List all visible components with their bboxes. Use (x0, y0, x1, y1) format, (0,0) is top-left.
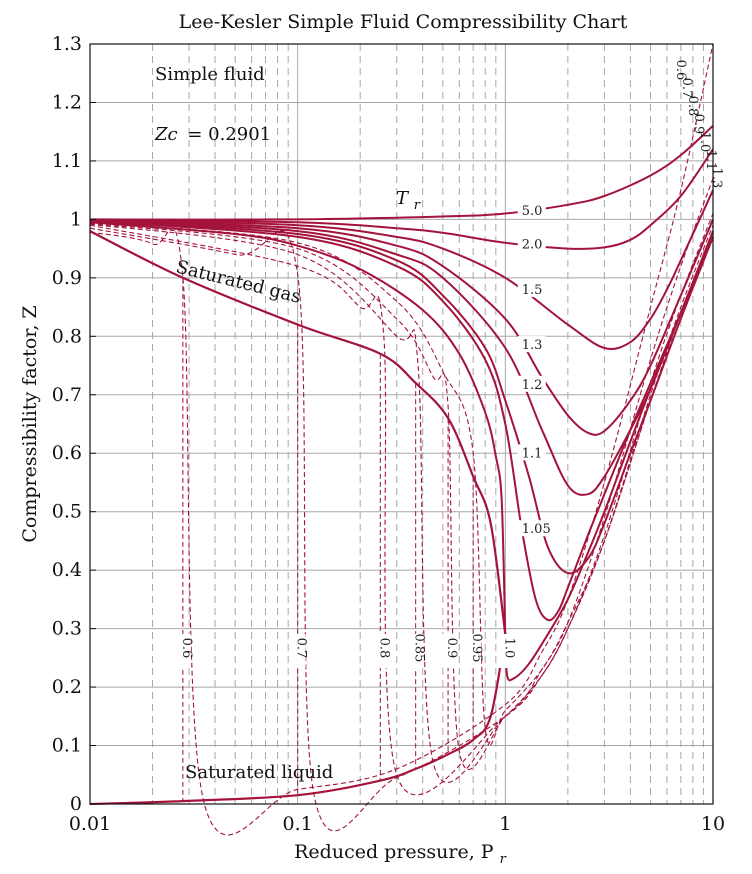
tie-line-label: 1.0 (501, 638, 516, 659)
isotherm-label-bg (517, 520, 546, 537)
tr-annotation: T r (396, 188, 421, 213)
isotherm-1-0 (89, 221, 714, 682)
y-tick-label: 0.2 (52, 676, 82, 698)
plot-frame (89, 43, 714, 805)
y-tick-label: 1.2 (52, 91, 82, 113)
x-axis-label: Reduced pressure, P r (294, 841, 507, 867)
right-edge-label: 0.7 (679, 78, 694, 99)
saturated-liquid-label: Saturated liquid (185, 762, 333, 783)
tie-line-label: 0.9 (444, 638, 459, 659)
grid (89, 43, 714, 805)
isotherm-label-bg (517, 444, 546, 461)
right-edge-label: 1.3 (709, 168, 724, 189)
tie-label-bg (174, 634, 191, 668)
tie-label-bg (372, 634, 389, 668)
y-tick-label: 0.9 (52, 267, 82, 289)
isotherm-label-bg (517, 336, 546, 353)
isotherm-1-5 (89, 189, 714, 350)
x-tick-label: 0.01 (69, 813, 111, 835)
isotherm-label: 5.0 (522, 204, 543, 219)
tie-line-label: 0.6 (179, 638, 194, 659)
y-tick-label: 0 (70, 793, 82, 815)
isotherm-0-8 (89, 213, 714, 796)
isotherm-0-9 (89, 222, 714, 770)
x-tick-label: 10 (701, 813, 725, 835)
saturated-gas-curve (89, 230, 507, 635)
isotherm-1-05 (89, 220, 714, 622)
tr-subscript: r (414, 198, 421, 213)
zc-value: = 0.2901 (187, 124, 271, 145)
isotherm-label-bg (517, 235, 546, 252)
isotherm-0-6 (89, 43, 714, 836)
x-axis-label-main: Reduced pressure, P (294, 841, 494, 863)
tie-label-bg (497, 634, 514, 668)
isotherm-0-85 (89, 223, 714, 783)
y-tick-label: 0.4 (52, 559, 82, 581)
right-edge-label: 1.0 (697, 132, 712, 153)
isotherm-label: 1.3 (522, 338, 543, 353)
isotherm-label-bg (517, 281, 546, 298)
tie-label-bg (440, 634, 457, 668)
y-tick-label: 0.5 (52, 501, 82, 523)
x-tick-label: 1 (499, 813, 511, 835)
isotherm-label: 1.05 (522, 522, 551, 537)
right-edge-label: 0.8 (685, 96, 700, 117)
isotherm-1-3 (89, 219, 714, 436)
x-axis-label-subscript: r (500, 852, 507, 867)
y-tick-label: 0.6 (52, 442, 82, 464)
curve-labels: 0.6 0.7 0.8 0.85 0.9 0.95 1.05.02.01.51.31.21.… (174, 60, 724, 668)
curves (89, 43, 714, 836)
tie-line-label: 0.7 (294, 638, 309, 659)
x-tick-label: 0.1 (283, 813, 313, 835)
isotherm-0-95 (89, 222, 714, 746)
y-tick-label: 0.1 (52, 735, 82, 757)
tie-line-label: 0.95 (469, 634, 484, 663)
y-tick-label: 1.3 (52, 33, 82, 55)
y-tick-label: 0.3 (52, 618, 82, 640)
tr-symbol: T (396, 188, 410, 209)
y-tick-label: 1 (70, 208, 82, 230)
y-tick-label: 0.8 (52, 325, 82, 347)
y-tick-label: 1.1 (52, 150, 82, 172)
zc-annotation: Zc = 0.2901 (154, 124, 271, 145)
tie-label-bg (465, 634, 482, 668)
isotherm-0-7 (89, 178, 714, 832)
zc-symbol: Zc (154, 124, 178, 145)
isotherm-label: 1.2 (522, 378, 543, 393)
tie-label-bg (407, 634, 424, 668)
isotherm-label: 1.1 (522, 446, 543, 461)
fluid-annotation: Simple fluid (155, 64, 265, 85)
right-edge-label: 1.1 (703, 150, 718, 171)
axis-ticks: 00.10.20.30.40.50.60.70.80.911.11.21.30.… (52, 33, 725, 835)
tie-label-bg (289, 634, 306, 668)
isotherm-label: 1.5 (522, 283, 543, 298)
tie-line-label: 0.85 (412, 634, 427, 663)
isotherm-label-bg (517, 202, 546, 219)
right-edge-label: 0.6 (673, 60, 688, 81)
tie-line-label: 0.8 (376, 638, 391, 659)
y-tick-label: 0.7 (52, 384, 82, 406)
isotherm-label-bg (517, 375, 546, 392)
isotherm-label: 2.0 (522, 237, 543, 252)
y-axis-label: Compressibility factor, Z (19, 305, 41, 542)
chart-title: Lee-Kesler Simple Fluid Compressibility … (179, 11, 628, 33)
right-edge-label: 0.9 (691, 114, 706, 135)
